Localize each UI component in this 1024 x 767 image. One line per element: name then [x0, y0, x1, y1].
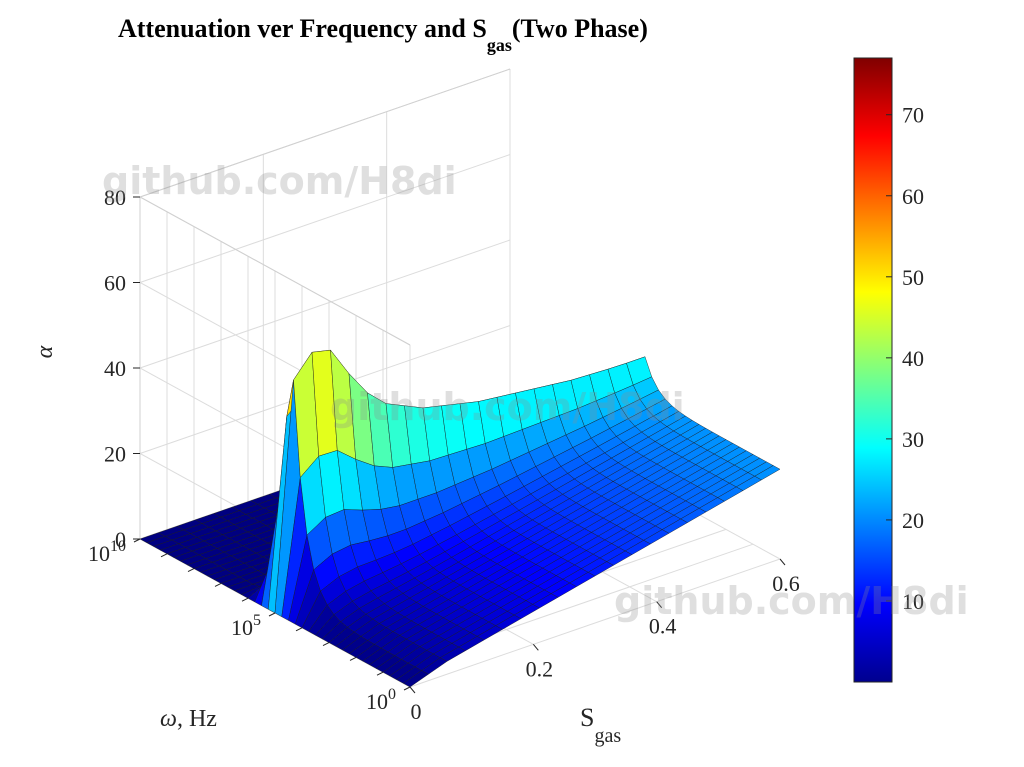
- colorbar-tick-label: 20: [902, 508, 924, 533]
- x-tick: [779, 558, 786, 566]
- z-tick-label: 20: [104, 442, 126, 467]
- y-tick-base: 10: [366, 689, 388, 714]
- x-tick: [409, 686, 416, 694]
- colorbar-tick-label: 50: [902, 265, 924, 290]
- colorbar-tick-label: 60: [902, 184, 924, 209]
- x-tick-label: 0.4: [649, 614, 677, 639]
- y-tick-base: 10: [231, 615, 253, 640]
- z-tick-label: 0: [115, 527, 126, 552]
- y-tick: [241, 597, 249, 602]
- surface-plot: [139, 349, 781, 688]
- x-tick-label: 0.2: [526, 656, 554, 681]
- z-tick-label: 80: [104, 185, 126, 210]
- colorbar: 10 20 30 40 50 60 70: [853, 57, 924, 683]
- y-tick-label: 100: [366, 686, 396, 714]
- watermark: github.com/H8di: [330, 385, 685, 429]
- title-tail: (Two Phase): [512, 14, 648, 43]
- y-tick: [376, 671, 384, 676]
- x-tick-label: 0.6: [772, 571, 800, 596]
- x-axis-label: Sgas: [580, 703, 621, 747]
- y-tick-label: 105: [231, 612, 261, 640]
- title-main: Attenuation ver Frequency and S: [118, 14, 487, 43]
- z-tick-label: 40: [104, 356, 126, 381]
- y-tick: [268, 612, 276, 617]
- y-tick: [322, 642, 330, 647]
- title-sub: gas: [487, 35, 512, 55]
- x-tick: [532, 644, 539, 651]
- watermark: github.com/H8di: [102, 159, 457, 203]
- x-tick: [656, 601, 663, 608]
- y-tick: [295, 627, 303, 632]
- y-tick-exponent: 10: [110, 538, 126, 555]
- y-tick: [214, 582, 222, 587]
- chart-title: Attenuation ver Frequency and Sgas(Two P…: [118, 14, 648, 55]
- y-tick-exponent: 0: [388, 686, 396, 703]
- x-axis-label-main: S: [580, 703, 594, 732]
- colorbar-tick-label: 30: [902, 427, 924, 452]
- y-tick-exponent: 5: [253, 612, 261, 629]
- y-tick-label: 1010: [88, 538, 126, 566]
- x-axis-label-sub: gas: [594, 725, 621, 747]
- y-axis-label-unit: , Hz: [177, 706, 217, 732]
- z-tick-label: 60: [104, 271, 126, 296]
- x-tick-label: 0: [411, 699, 422, 724]
- y-tick: [403, 686, 411, 691]
- y-tick: [160, 553, 168, 558]
- watermark: github.com/H8di: [614, 579, 969, 623]
- colorbar-tick-label: 40: [902, 346, 924, 371]
- surface-patch: [754, 465, 781, 481]
- y-tick-base: 10: [88, 541, 110, 566]
- z-axis-label: α: [32, 345, 58, 358]
- colorbar-tick-label: 10: [902, 589, 924, 614]
- y-tick: [187, 568, 195, 573]
- y-tick: [349, 656, 357, 661]
- colorbar-tick-label: 70: [902, 103, 924, 128]
- y-tick: [133, 538, 141, 543]
- y-axis-label: ω, Hz: [160, 706, 217, 732]
- y-axis-label-symbol: ω: [160, 706, 177, 732]
- colorbar-bar: [853, 57, 893, 683]
